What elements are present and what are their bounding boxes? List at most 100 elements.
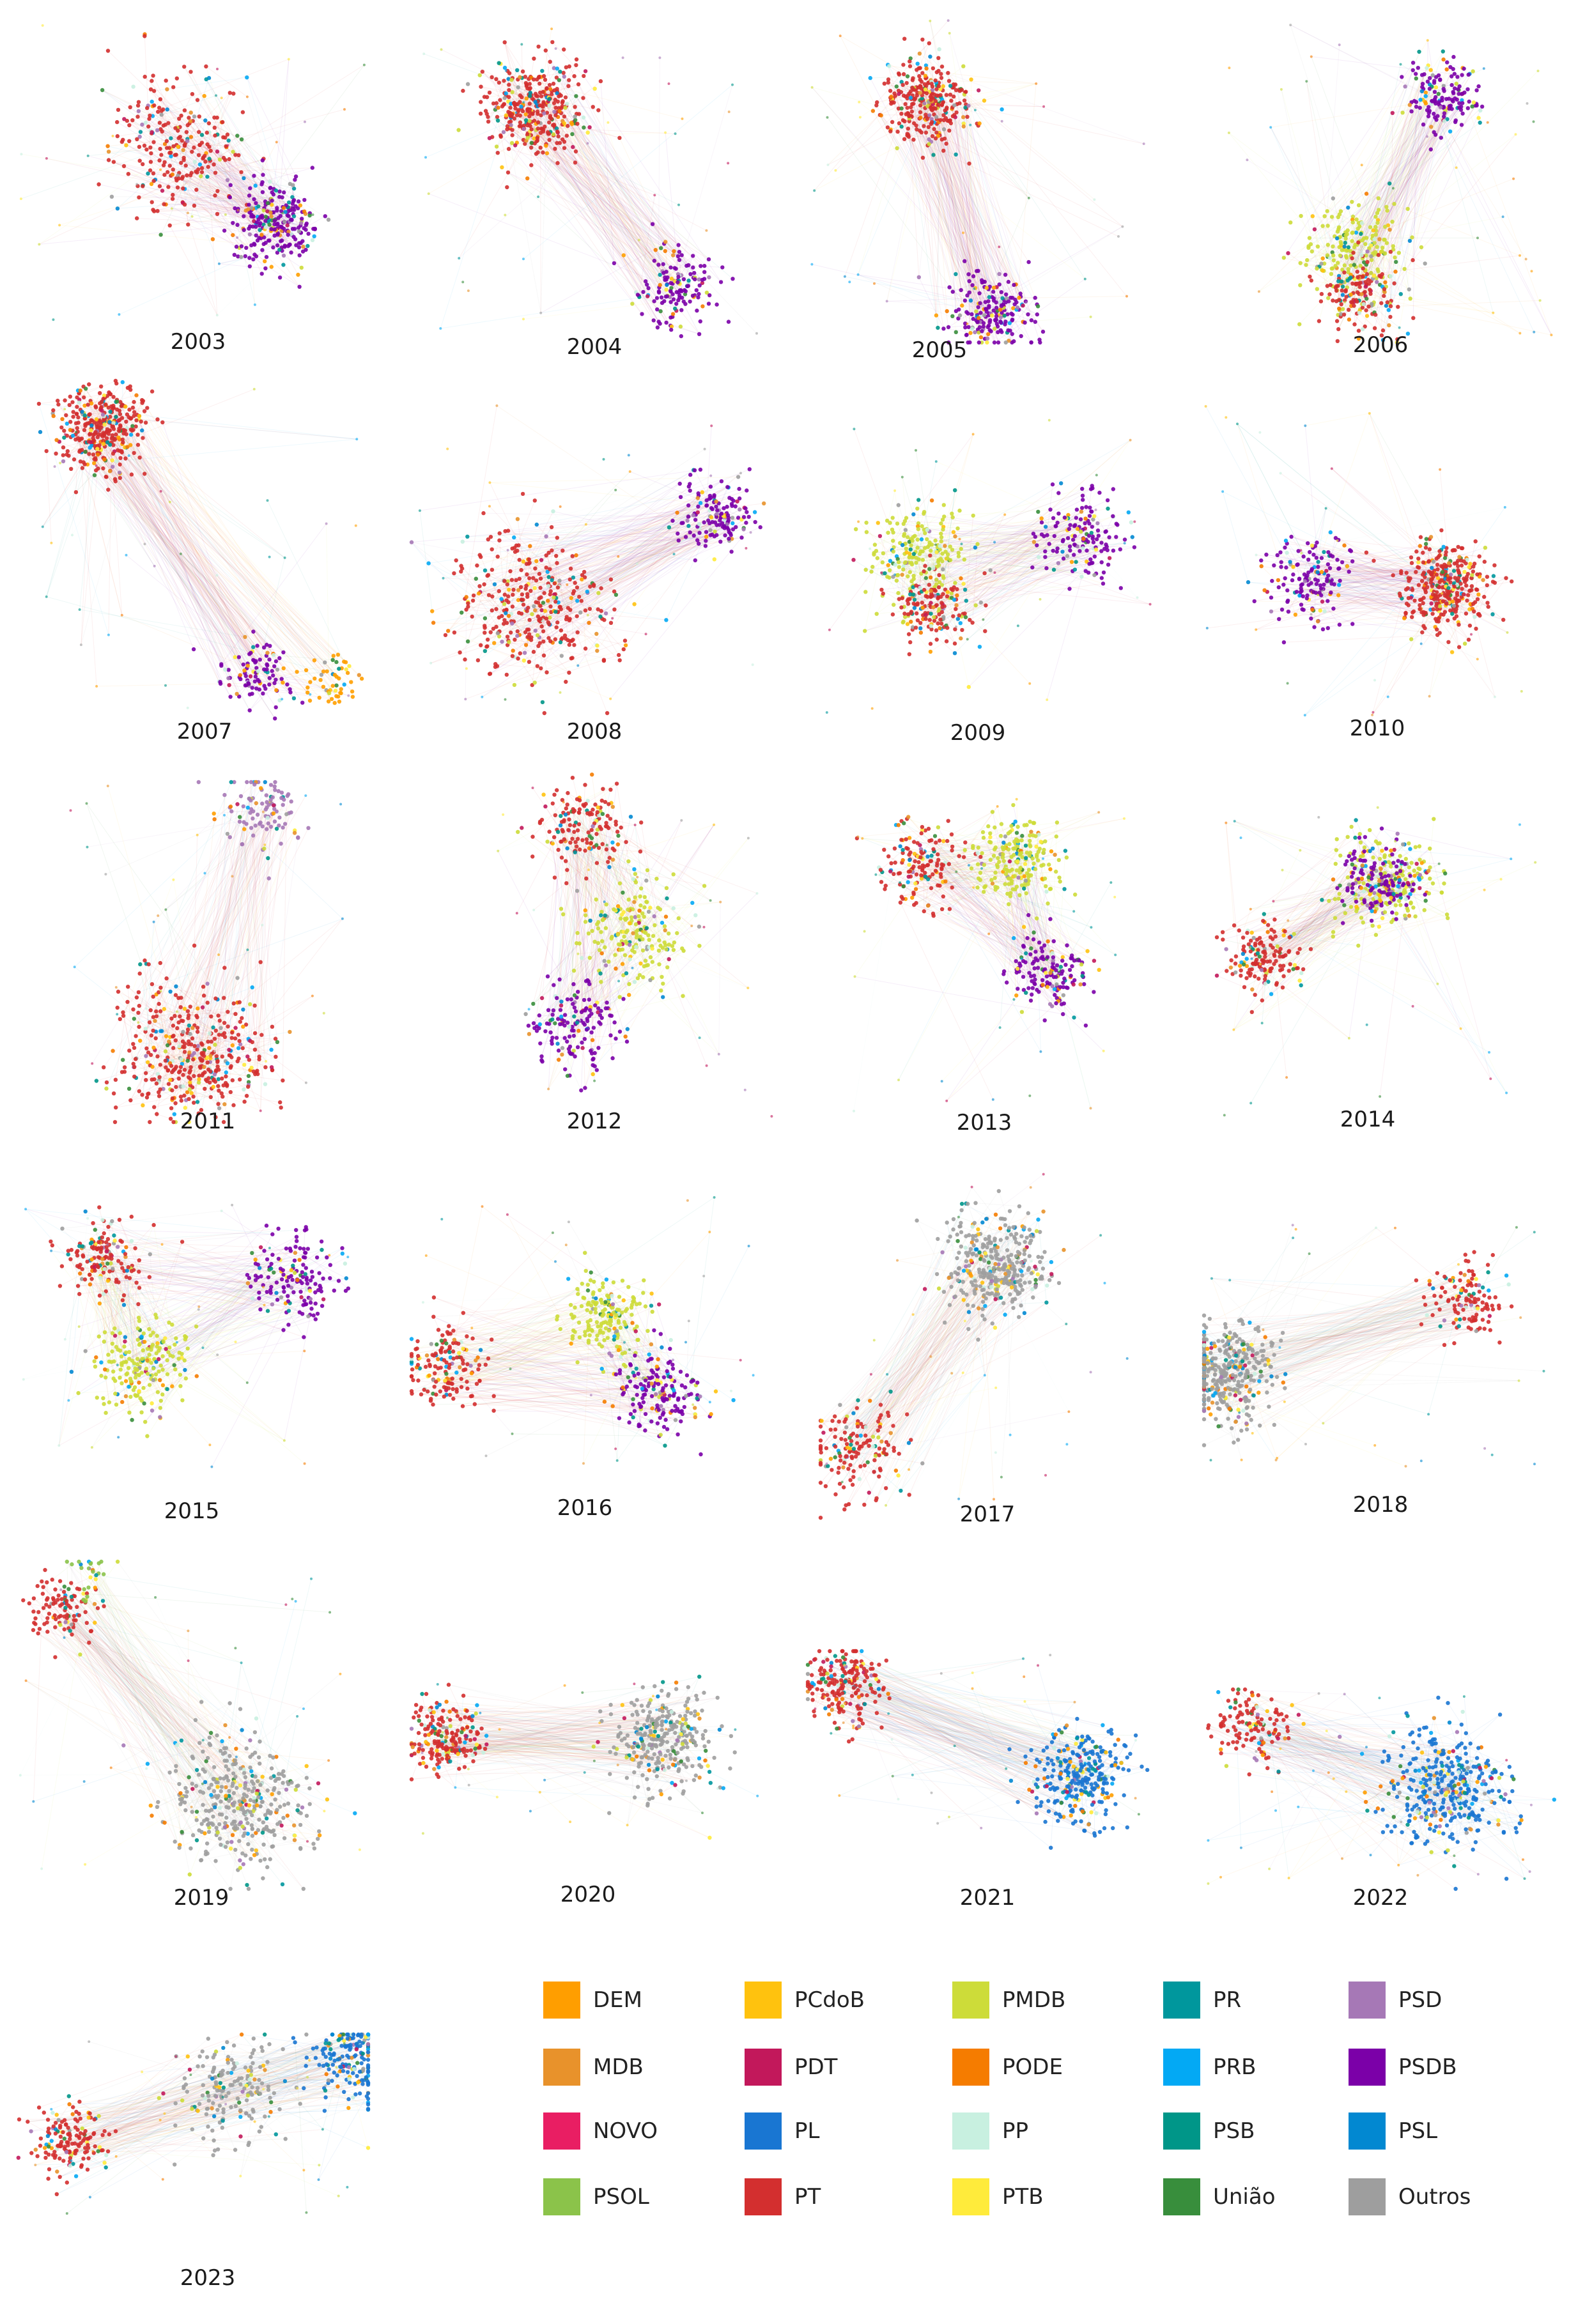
node-psdb	[270, 198, 274, 203]
nodes	[1227, 24, 1553, 345]
node-pdt	[1363, 284, 1368, 289]
node-pp	[143, 120, 148, 125]
node-união	[954, 330, 958, 334]
edge	[104, 419, 362, 679]
edge	[137, 185, 300, 256]
node-psdb	[253, 674, 258, 679]
node-psd	[922, 101, 927, 106]
node-ptb	[592, 86, 597, 91]
edge	[103, 400, 248, 664]
node-união	[1305, 80, 1308, 83]
node-prb	[1386, 308, 1391, 312]
edge	[976, 271, 987, 343]
node-união	[1365, 296, 1369, 301]
edge	[208, 123, 224, 138]
node-pt	[86, 403, 90, 407]
node-ptb	[522, 318, 525, 321]
node-pp	[256, 669, 260, 673]
edge	[236, 135, 284, 193]
edge	[1405, 86, 1435, 100]
node-psd	[304, 120, 306, 123]
node-psdb	[977, 325, 982, 330]
node-psdb	[275, 243, 280, 248]
edge	[125, 399, 143, 448]
edge	[468, 579, 611, 604]
node-outros	[1430, 73, 1435, 78]
edge	[571, 122, 638, 295]
edge	[504, 42, 677, 304]
node-psdb	[696, 295, 700, 300]
edge	[920, 86, 1013, 298]
node-psdb	[263, 266, 268, 271]
node-dem	[1519, 254, 1521, 257]
node-pt	[952, 94, 956, 99]
edge	[1339, 247, 1343, 282]
node-psb	[215, 94, 217, 97]
node-mdb	[357, 673, 361, 677]
edge	[123, 139, 211, 151]
node-psdb	[706, 257, 711, 261]
node-pt	[76, 420, 81, 425]
node-pmdb	[63, 408, 66, 411]
node-pt	[912, 97, 917, 102]
node-pt	[947, 128, 952, 133]
edge	[1338, 88, 1430, 238]
node-pode	[870, 109, 876, 113]
edge	[85, 417, 89, 441]
node-psdb	[274, 705, 278, 710]
node-psdb	[1434, 95, 1438, 100]
node-pt	[954, 88, 959, 93]
node-pmdb	[1349, 263, 1353, 268]
node-psdb	[677, 258, 682, 263]
edge	[927, 119, 995, 343]
node-pt	[116, 107, 121, 112]
node-pt	[527, 82, 532, 86]
node-psd	[299, 221, 304, 226]
node-prb	[281, 698, 284, 701]
node-pp	[192, 160, 197, 164]
node-pmdb	[1336, 261, 1340, 265]
edge	[1314, 112, 1403, 230]
edge	[108, 442, 112, 635]
node-pt	[199, 170, 205, 174]
edge	[1358, 104, 1477, 279]
node-psdb	[664, 320, 669, 325]
edge	[904, 120, 948, 140]
node-pt	[591, 105, 595, 109]
edge	[1434, 82, 1462, 125]
edge	[102, 89, 180, 128]
node-psdb	[999, 320, 1003, 325]
node-pt	[207, 144, 212, 149]
node-pode	[978, 335, 984, 339]
node-psdb	[263, 686, 268, 691]
edge	[908, 136, 1007, 303]
node-pt	[507, 95, 511, 100]
node-psdb	[260, 248, 265, 252]
node-psdb	[291, 235, 296, 239]
edge	[881, 115, 989, 289]
node-dem	[934, 313, 939, 318]
node-pt	[498, 98, 502, 102]
node-pt	[147, 116, 151, 121]
node-psdb	[238, 677, 243, 681]
edge	[108, 160, 171, 176]
node-pmdb	[1408, 296, 1412, 301]
node-pt	[110, 433, 115, 438]
node-pmdb	[563, 105, 568, 110]
edge	[63, 433, 109, 462]
node-pt	[141, 436, 145, 440]
node-psdb	[1473, 104, 1478, 108]
edge	[1421, 75, 1433, 102]
node-pr	[658, 272, 662, 277]
edge	[94, 475, 155, 567]
edge	[1332, 252, 1399, 254]
node-psdb	[219, 663, 224, 668]
edge	[137, 185, 259, 207]
node-pode	[120, 613, 123, 617]
edge	[918, 117, 937, 277]
edge	[213, 121, 223, 165]
node-pt	[65, 449, 70, 454]
node-união	[114, 399, 120, 404]
node-pt	[484, 112, 489, 116]
edge	[922, 98, 963, 306]
